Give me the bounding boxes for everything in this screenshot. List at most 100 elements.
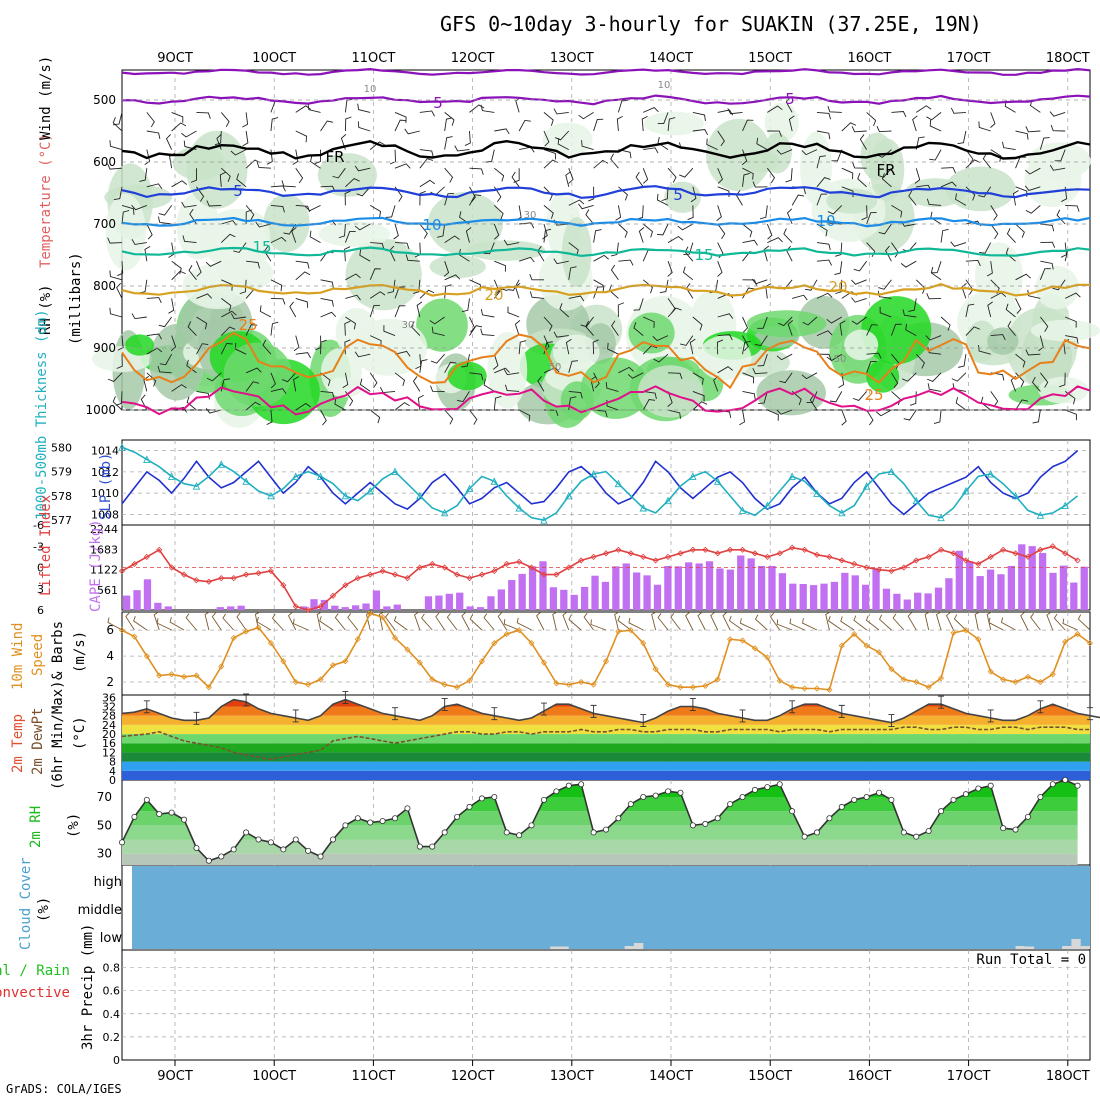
temp-tick-label: 36 [102, 691, 116, 704]
li-point [627, 550, 634, 557]
li-point [851, 560, 858, 568]
li-point [354, 575, 361, 582]
li-point [503, 560, 510, 568]
wind-barb [270, 279, 283, 292]
thickness-point [416, 491, 424, 500]
li-point [789, 544, 796, 551]
wind-barb [568, 242, 579, 256]
wind-barb [419, 190, 426, 206]
wind-barb [756, 137, 768, 150]
wind-barb [182, 235, 197, 244]
temp-minmax-whisker [441, 698, 448, 711]
wind-barb [369, 409, 381, 424]
wind-barb [642, 223, 654, 238]
rh-point [267, 839, 274, 846]
wind-barb [543, 130, 550, 147]
wind-barb [581, 140, 594, 151]
cloud-cover-panel [132, 866, 1090, 949]
surface-wind-barb [469, 614, 483, 631]
wind-speed-point [751, 645, 758, 652]
wind-barb [190, 168, 197, 183]
wind-barb [717, 261, 723, 277]
cape-bar [653, 584, 662, 610]
wind-barb [742, 340, 751, 355]
wind-barb [1052, 279, 1066, 291]
cape-bar [924, 593, 932, 610]
surface-wind-barb [107, 617, 123, 631]
wind-barb [220, 326, 236, 336]
wind-barb [357, 103, 371, 113]
wind-barb [568, 295, 585, 302]
wind-barb [493, 396, 502, 411]
li-point [180, 571, 188, 578]
rh-point [689, 822, 696, 829]
wind-barb [607, 342, 619, 355]
cape-bar [799, 584, 807, 610]
wind-barb [146, 130, 161, 139]
wind-speed-point [851, 630, 858, 638]
cape-bar [1080, 566, 1088, 610]
wind-barb [915, 136, 925, 150]
wind-barb [642, 399, 656, 411]
surface-wind-barb [789, 618, 805, 631]
cape-bar [986, 569, 995, 610]
wind-barb [878, 279, 892, 290]
wind-barb [831, 149, 843, 162]
li-point [540, 571, 548, 578]
wind-barb [345, 294, 361, 301]
wind-barb [952, 383, 966, 392]
wind-barb [220, 167, 231, 182]
wind-barb [568, 168, 574, 184]
thickness-point [813, 489, 821, 497]
rh-blob [580, 357, 651, 419]
cape-tick-label: 1122 [90, 564, 118, 577]
li-point [565, 564, 572, 571]
cloud-level-middle: middle [78, 903, 122, 918]
wind-barb [283, 223, 297, 235]
wind-barb [568, 199, 585, 206]
wind-speed-point [950, 629, 957, 636]
wind-barb [196, 343, 209, 355]
wind-barb [181, 201, 197, 208]
wind-barb [1015, 223, 1025, 238]
cape-bar [705, 561, 714, 610]
wind-barb [305, 204, 321, 212]
wind-barb [785, 97, 793, 113]
temp-minmax-whisker [392, 707, 399, 721]
wind-barb [117, 335, 124, 351]
rh-tick-label: 30 [97, 847, 112, 861]
wind-barb [1025, 349, 1041, 356]
cape-bar [997, 574, 1005, 610]
thickness-tick-label: 580 [51, 441, 72, 454]
rh-point [1012, 826, 1019, 833]
wind-barb [742, 119, 754, 132]
wind-barb [430, 353, 446, 364]
surface-wind-barb [878, 614, 892, 631]
wind-barb [354, 165, 371, 172]
cape-bar [757, 565, 766, 610]
li-point [292, 603, 299, 610]
wind-barb [617, 99, 628, 113]
wind-barb [866, 324, 878, 336]
top-day-label: 12OCT [451, 51, 495, 66]
temp-minmax-whisker [540, 702, 547, 716]
wind-barb [464, 130, 471, 146]
thickness-point [341, 491, 350, 500]
wind-barb [245, 205, 255, 221]
precip-tick-label: 0.8 [103, 962, 121, 975]
wind-speed-point [776, 677, 783, 684]
surface-wind-barb [435, 612, 446, 631]
surface-wind-barb [384, 612, 396, 631]
isotherm-label: 5 [233, 182, 243, 200]
cape-bar [143, 579, 152, 610]
isotherm-label: FR [325, 148, 344, 166]
wind-barb [320, 409, 327, 426]
li-point [739, 546, 746, 553]
wind-barb [1005, 247, 1016, 262]
wind-barb [692, 129, 709, 136]
wind-speed-point [416, 659, 423, 666]
wind-barb [342, 372, 349, 389]
cape-bar [768, 565, 776, 610]
wind-barb [230, 149, 247, 156]
wind-speed-line [121, 612, 1091, 691]
